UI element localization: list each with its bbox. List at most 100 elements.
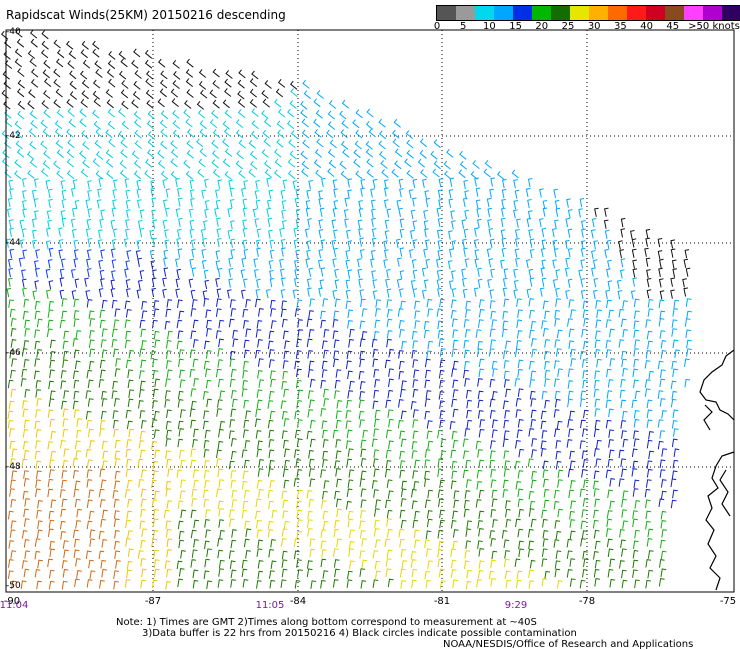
wind-barb (106, 68, 115, 78)
wind-barb (646, 330, 653, 340)
wind-barb (622, 329, 628, 338)
wind-barb (66, 128, 74, 138)
wind-barb (554, 318, 560, 327)
wind-barb (36, 529, 43, 539)
wind-barb (307, 528, 313, 537)
wind-barb (305, 207, 311, 217)
wind-barb (124, 339, 131, 349)
wind-barb (119, 169, 128, 179)
wind-barb (359, 289, 365, 299)
wind-barb (365, 148, 374, 158)
wind-barb (241, 187, 246, 198)
wind-barb (528, 298, 535, 307)
wind-barb (61, 560, 68, 569)
wind-barb (186, 149, 195, 159)
wind-barb (604, 229, 610, 240)
wind-barb (70, 218, 76, 228)
wind-barb (230, 249, 235, 259)
wind-barb (354, 140, 362, 150)
wind-barb (477, 340, 483, 350)
wind-barb (426, 350, 432, 360)
wind-barb (134, 70, 142, 79)
wind-barb (424, 539, 430, 548)
wind-barb (92, 48, 100, 58)
wind-barb (464, 490, 471, 499)
wind-barb (359, 520, 365, 529)
wind-barb (185, 68, 194, 78)
wind-barb (386, 208, 392, 218)
wind-barb (47, 528, 54, 537)
wind-barb (204, 208, 209, 219)
wind-barb (426, 510, 433, 519)
wind-barb (400, 488, 407, 497)
wind-barb (621, 498, 627, 508)
wind-barb (46, 227, 51, 237)
wind-barb (75, 330, 82, 339)
lat-label: -50 (6, 581, 21, 591)
wind-barb (306, 249, 311, 260)
wind-barb (34, 329, 40, 338)
wind-barb (36, 349, 43, 358)
wind-barb (204, 200, 210, 210)
wind-barb (644, 247, 649, 257)
wind-barb (327, 168, 335, 177)
wind-barb (359, 320, 366, 330)
wind-barb (219, 390, 225, 399)
wind-barb (126, 458, 132, 468)
wind-barb (384, 187, 389, 197)
wind-barb (411, 330, 418, 340)
wind-barb (204, 540, 210, 550)
wind-barb (372, 458, 379, 467)
wind-barb (283, 479, 290, 489)
wind-barb (660, 568, 667, 577)
wind-barb (383, 240, 388, 250)
wind-barb (170, 170, 179, 180)
wind-barb (162, 288, 167, 299)
wind-barb (276, 120, 285, 130)
wind-barb (124, 300, 131, 310)
wind-barb (35, 429, 42, 438)
wind-barb (451, 240, 457, 250)
wind-barb (335, 439, 342, 448)
wind-barb (185, 118, 193, 128)
wind-barb (178, 349, 185, 358)
wind-barb (296, 338, 302, 348)
wind-barb (292, 180, 298, 190)
wind-barb (102, 450, 109, 460)
wind-barb (60, 508, 66, 518)
wind-barb (502, 489, 509, 498)
wind-barb (489, 450, 496, 459)
wind-barb (618, 308, 625, 318)
wind-barb (423, 279, 429, 289)
wind-barb (632, 259, 637, 269)
wind-barb (267, 489, 274, 499)
wind-barb (73, 349, 80, 359)
wind-barb (580, 390, 587, 400)
wind-barb (344, 218, 349, 228)
wind-barb (633, 479, 640, 489)
wind-barb (162, 277, 167, 287)
wind-barb (73, 310, 80, 319)
wind-barb (72, 458, 79, 467)
wind-barb (621, 468, 627, 478)
colorbar-segment (513, 6, 532, 20)
wind-barb (251, 108, 259, 117)
wind-barb (255, 498, 262, 508)
wind-barb (296, 368, 302, 378)
wind-barb (323, 398, 330, 407)
wind-barb (308, 180, 313, 190)
wind-barb (645, 319, 651, 328)
wind-barb (606, 239, 612, 250)
wind-barb (374, 560, 381, 570)
wind-barb (11, 580, 17, 590)
wind-barb (303, 90, 312, 100)
wind-barb (281, 380, 287, 390)
wind-barb (308, 360, 315, 370)
colorbar-segment (532, 6, 551, 20)
wind-barb (438, 369, 445, 379)
wind-barb (501, 237, 507, 248)
wind-barb (594, 398, 601, 408)
wind-barb (384, 359, 391, 369)
wind-barb (333, 350, 339, 359)
wind-barb (24, 319, 30, 329)
